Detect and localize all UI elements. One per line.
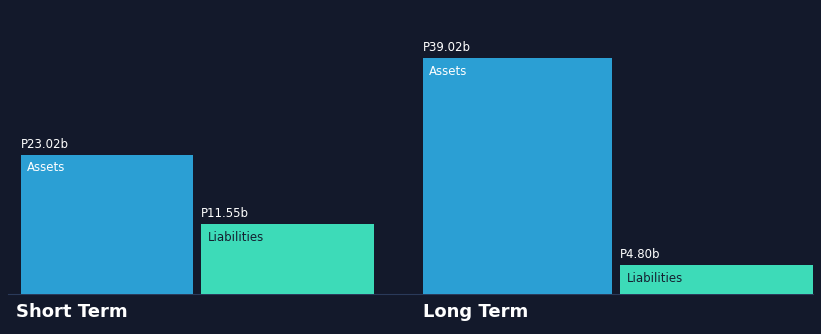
Text: Assets: Assets <box>429 65 468 78</box>
Bar <box>21 155 193 294</box>
Text: P11.55b: P11.55b <box>201 207 249 220</box>
Text: Long Term: Long Term <box>423 303 528 321</box>
Bar <box>423 58 612 294</box>
Bar <box>201 224 374 294</box>
Text: Assets: Assets <box>27 161 66 174</box>
Text: Liabilities: Liabilities <box>626 272 683 285</box>
Text: Liabilities: Liabilities <box>208 231 264 244</box>
Text: P23.02b: P23.02b <box>21 138 68 151</box>
Bar <box>620 265 813 294</box>
Text: P4.80b: P4.80b <box>620 248 660 261</box>
Text: Short Term: Short Term <box>16 303 128 321</box>
Text: P39.02b: P39.02b <box>423 41 470 54</box>
